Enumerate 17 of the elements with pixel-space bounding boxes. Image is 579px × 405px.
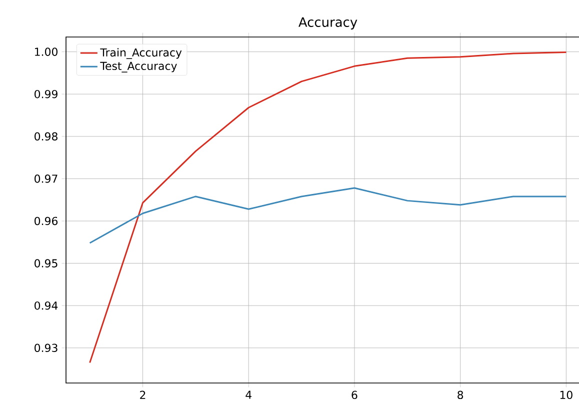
- y-tick-label: 0.97: [34, 174, 58, 183]
- chart-title: Accuracy: [298, 17, 358, 30]
- x-tick-label: 8: [458, 390, 464, 400]
- y-tick-label: 0.99: [34, 90, 58, 98]
- legend-label: Train_Accuracy: [100, 48, 182, 59]
- y-tick-label: 0.98: [34, 132, 58, 141]
- x-tick-label: 4: [246, 390, 252, 399]
- y-tick-label: 0.95: [34, 259, 58, 268]
- x-tick-label: 10: [560, 390, 572, 400]
- y-tick-label: 0.94: [34, 301, 58, 310]
- y-tick-label: 1.00: [35, 48, 58, 56]
- line-series: [89, 187, 567, 244]
- legend-label: Test_Accuracy: [100, 62, 177, 72]
- x-tick-label: 6: [352, 390, 358, 400]
- x-tick-label: 2: [140, 390, 146, 399]
- y-tick-label: 0.93: [34, 344, 58, 352]
- y-tick-label: 0.96: [34, 216, 58, 226]
